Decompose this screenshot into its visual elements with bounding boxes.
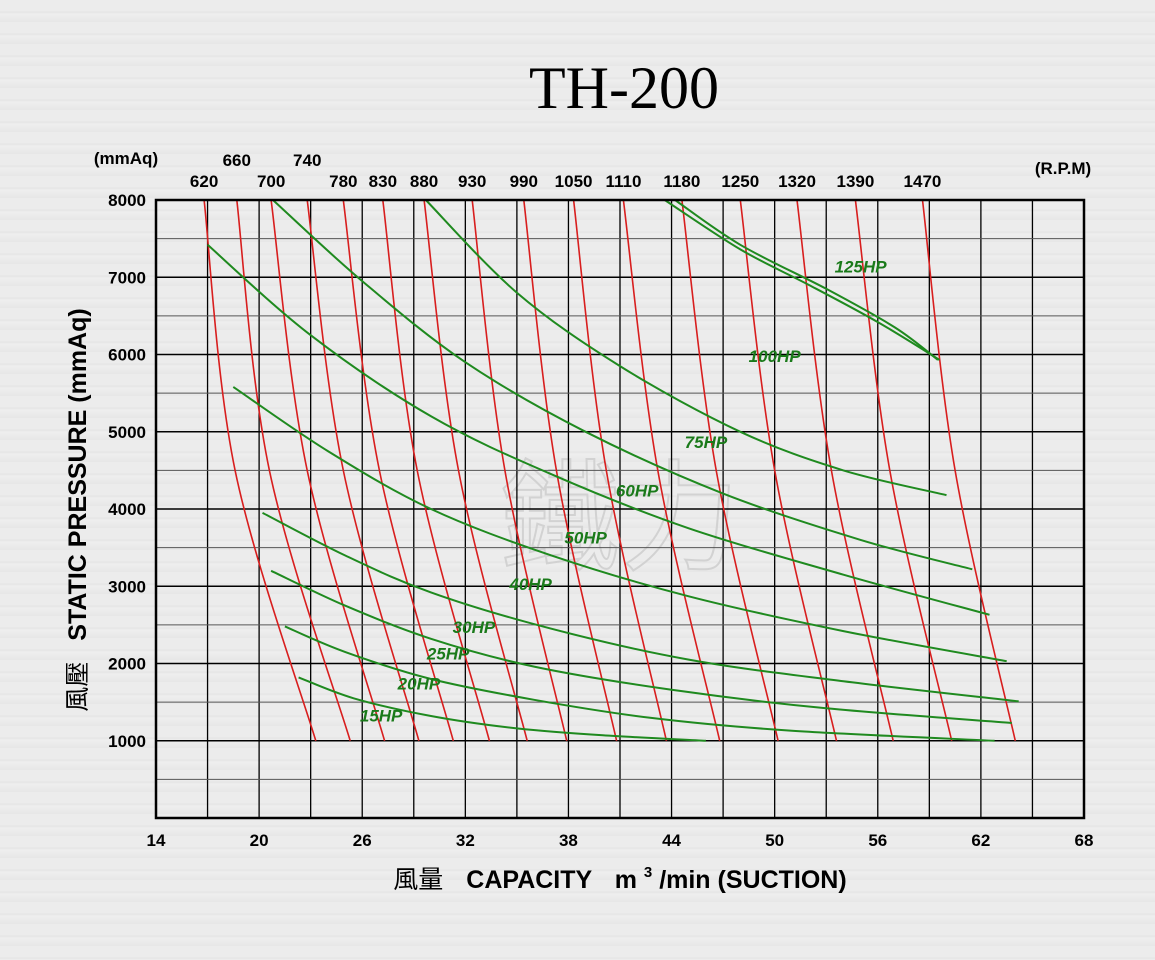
y-tick-label: 8000 — [108, 191, 146, 210]
rpm-curve-930 — [471, 199, 568, 741]
rpm-curve-780 — [342, 199, 455, 742]
hp-label-40hp: 40HP — [508, 575, 552, 594]
y-tick-label: 3000 — [108, 577, 146, 596]
x-axis-title-unit-tail: /min (SUCTION) — [659, 866, 847, 894]
rpm-label-830: 830 — [369, 172, 397, 191]
hp-curve-75hp — [425, 199, 947, 497]
hp-label-100hp: 100HP — [749, 347, 802, 366]
x-tick-label: 20 — [250, 831, 269, 850]
hp-curve-25hp — [270, 569, 1012, 724]
hp-label-30hp: 30HP — [453, 618, 496, 637]
x-tick-label: 44 — [662, 831, 681, 850]
rpm-label-1250: 1250 — [721, 172, 759, 191]
hp-label-20hp: 20HP — [397, 675, 441, 694]
hp-label-75hp: 75HP — [685, 433, 728, 452]
rpm-curve-620 — [203, 199, 317, 742]
rpm-curve-660 — [236, 199, 351, 742]
rpm-curve-1180 — [681, 199, 779, 741]
hp-label-15hp: 15HP — [360, 706, 403, 725]
hp-curves — [206, 199, 1019, 742]
rpm-curves — [203, 199, 1017, 742]
x-tick-label: 68 — [1075, 831, 1094, 850]
x-tick-label: 50 — [765, 831, 784, 850]
hp-label-25hp: 25HP — [426, 644, 470, 663]
rpm-curve-880 — [423, 199, 528, 741]
rpm-label-1050: 1050 — [555, 172, 593, 191]
x-tick-labels: 14 20 26 32 38 44 50 56 62 68 — [147, 831, 1094, 850]
y-tick-label: 5000 — [108, 423, 146, 442]
rpm-label-700: 700 — [257, 172, 285, 191]
hp-label-60hp: 60HP — [616, 481, 659, 500]
rpm-label-1180: 1180 — [663, 172, 700, 191]
rpm-label-780: 780 — [329, 172, 357, 191]
y-tick-labels: 1000 2000 3000 4000 5000 6000 7000 8000 — [108, 191, 146, 751]
x-tick-label: 26 — [353, 831, 372, 850]
chart-title: TH-200 — [529, 55, 719, 121]
top-left-unit: (mmAq) — [94, 149, 158, 168]
rpm-label-660: 660 — [223, 151, 251, 170]
rpm-curve-1110 — [622, 199, 721, 741]
grid — [156, 200, 1084, 818]
top-right-unit: (R.P.M) — [1035, 159, 1091, 178]
rpm-label-880: 880 — [410, 172, 438, 191]
rpm-label-1320: 1320 — [778, 172, 816, 191]
hp-curve-50hp — [206, 244, 990, 616]
hp-curve-15hp — [298, 676, 706, 742]
rpm-label-930: 930 — [458, 172, 486, 191]
rpm-label-1470: 1470 — [904, 172, 942, 191]
x-axis-title-cjk: 風量 — [393, 865, 443, 894]
y-axis-title: 風壓 STATIC PRESSURE (mmAq) — [63, 308, 92, 711]
rpm-curve-700 — [270, 199, 386, 742]
hp-curve-40hp — [232, 386, 1007, 663]
x-tick-label: 56 — [868, 831, 887, 850]
hp-labels: 15HP 20HP 25HP 30HP 40HP 50HP 60HP 75HP 100HP 125… — [360, 257, 887, 725]
rpm-curve-740 — [306, 199, 420, 742]
rpm-label-1390: 1390 — [837, 172, 875, 191]
hp-label-125hp: 125HP — [835, 257, 888, 276]
rpm-labels: 660 740 620 700 780 830 880 930 990 1050 1110 1180 1… — [190, 151, 941, 191]
plot-frame — [154, 198, 1086, 820]
y-tick-label: 7000 — [108, 268, 146, 287]
x-tick-label: 14 — [147, 831, 166, 850]
rpm-curve-1470 — [921, 199, 1017, 741]
y-tick-label: 4000 — [108, 500, 146, 519]
rpm-curve-990 — [523, 199, 618, 741]
x-axis-title-unit: m — [615, 866, 637, 894]
rpm-label-1110: 1110 — [605, 172, 641, 191]
y-axis-title-cjk: 風壓 — [63, 662, 92, 712]
x-tick-label: 38 — [559, 831, 578, 850]
hp-curve-20hp — [284, 625, 995, 742]
hp-curve-100hp — [674, 199, 939, 361]
hp-label-50hp: 50HP — [564, 529, 607, 548]
rpm-label-740: 740 — [293, 151, 321, 170]
rpm-curve-1250 — [739, 199, 838, 741]
hp-curve-125hp — [664, 199, 941, 361]
x-axis-title-unit-sup: 3 — [644, 864, 652, 881]
rpm-label-620: 620 — [190, 172, 218, 191]
hp-curve-60hp — [272, 199, 973, 571]
x-tick-label: 62 — [971, 831, 990, 850]
hp-curve-30hp — [262, 512, 1019, 703]
y-tick-label: 6000 — [108, 346, 146, 365]
rpm-curve-1390 — [854, 199, 953, 741]
y-axis-title-main: STATIC PRESSURE (mmAq) — [64, 308, 92, 640]
rpm-curve-830 — [382, 199, 491, 742]
y-tick-label: 1000 — [108, 732, 146, 751]
rpm-curve-1050 — [572, 199, 668, 741]
x-axis-title-main: CAPACITY — [466, 866, 592, 894]
x-axis-title: 風量 CAPACITY m 3 /min (SUCTION) — [393, 855, 846, 894]
rpm-curve-1320 — [796, 199, 894, 741]
rpm-label-990: 990 — [510, 172, 538, 191]
x-tick-label: 32 — [456, 831, 475, 850]
y-tick-label: 2000 — [108, 655, 146, 674]
